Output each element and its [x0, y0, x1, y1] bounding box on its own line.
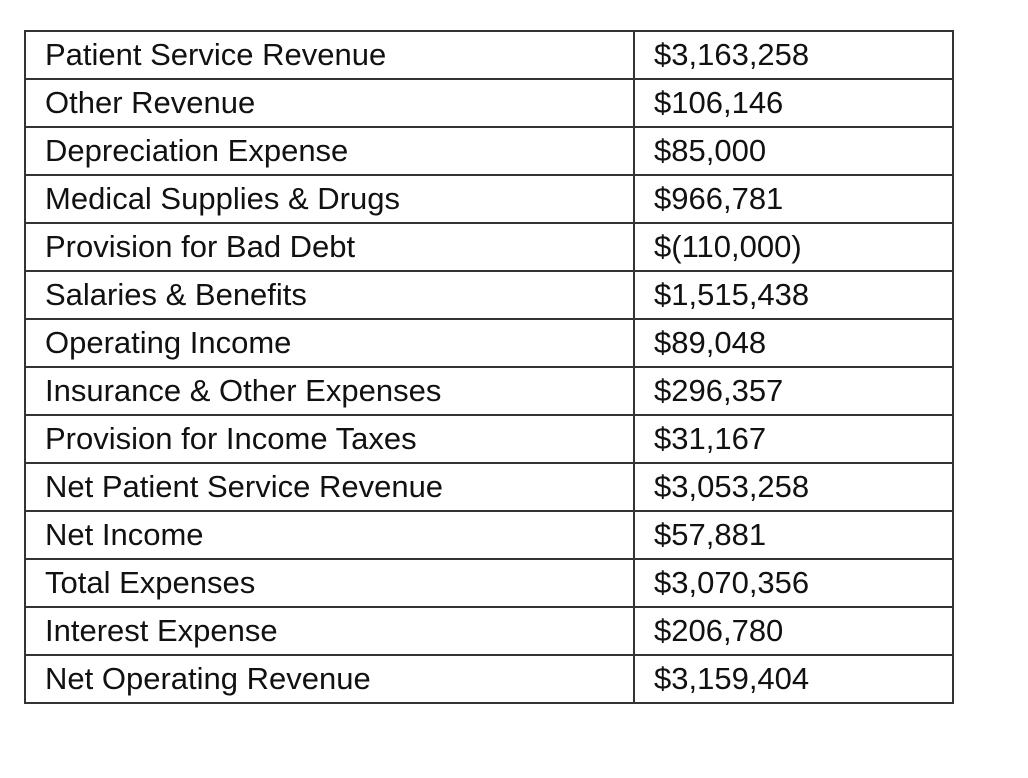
- table-row: Patient Service Revenue $3,163,258: [24, 30, 954, 80]
- row-label: Total Expenses: [24, 558, 635, 608]
- table-row: Net Patient Service Revenue $3,053,258: [24, 462, 954, 512]
- row-label: Provision for Income Taxes: [24, 414, 635, 464]
- row-value: $106,146: [633, 78, 954, 128]
- table-row: Net Operating Revenue $3,159,404: [24, 654, 954, 704]
- table-row: Salaries & Benefits $1,515,438: [24, 270, 954, 320]
- row-value: $3,163,258: [633, 30, 954, 80]
- table-row: Provision for Bad Debt $(110,000): [24, 222, 954, 272]
- row-label: Net Income: [24, 510, 635, 560]
- row-label: Salaries & Benefits: [24, 270, 635, 320]
- row-value: $3,070,356: [633, 558, 954, 608]
- row-value: $(110,000): [633, 222, 954, 272]
- row-label: Insurance & Other Expenses: [24, 366, 635, 416]
- row-label: Depreciation Expense: [24, 126, 635, 176]
- table-row: Depreciation Expense $85,000: [24, 126, 954, 176]
- row-value: $85,000: [633, 126, 954, 176]
- table-row: Interest Expense $206,780: [24, 606, 954, 656]
- table-row: Other Revenue $106,146: [24, 78, 954, 128]
- row-value: $966,781: [633, 174, 954, 224]
- row-value: $57,881: [633, 510, 954, 560]
- row-label: Provision for Bad Debt: [24, 222, 635, 272]
- table-row: Operating Income $89,048: [24, 318, 954, 368]
- row-value: $89,048: [633, 318, 954, 368]
- table-row: Insurance & Other Expenses $296,357: [24, 366, 954, 416]
- table-row: Total Expenses $3,070,356: [24, 558, 954, 608]
- table-row: Net Income $57,881: [24, 510, 954, 560]
- row-label: Net Operating Revenue: [24, 654, 635, 704]
- row-label: Other Revenue: [24, 78, 635, 128]
- row-value: $296,357: [633, 366, 954, 416]
- row-value: $1,515,438: [633, 270, 954, 320]
- row-label: Interest Expense: [24, 606, 635, 656]
- row-label: Net Patient Service Revenue: [24, 462, 635, 512]
- row-label: Medical Supplies & Drugs: [24, 174, 635, 224]
- table-row: Medical Supplies & Drugs $966,781: [24, 174, 954, 224]
- row-label: Patient Service Revenue: [24, 30, 635, 80]
- row-value: $3,159,404: [633, 654, 954, 704]
- row-label: Operating Income: [24, 318, 635, 368]
- row-value: $206,780: [633, 606, 954, 656]
- row-value: $31,167: [633, 414, 954, 464]
- financial-data-table: Patient Service Revenue $3,163,258 Other …: [24, 30, 954, 704]
- table-row: Provision for Income Taxes $31,167: [24, 414, 954, 464]
- row-value: $3,053,258: [633, 462, 954, 512]
